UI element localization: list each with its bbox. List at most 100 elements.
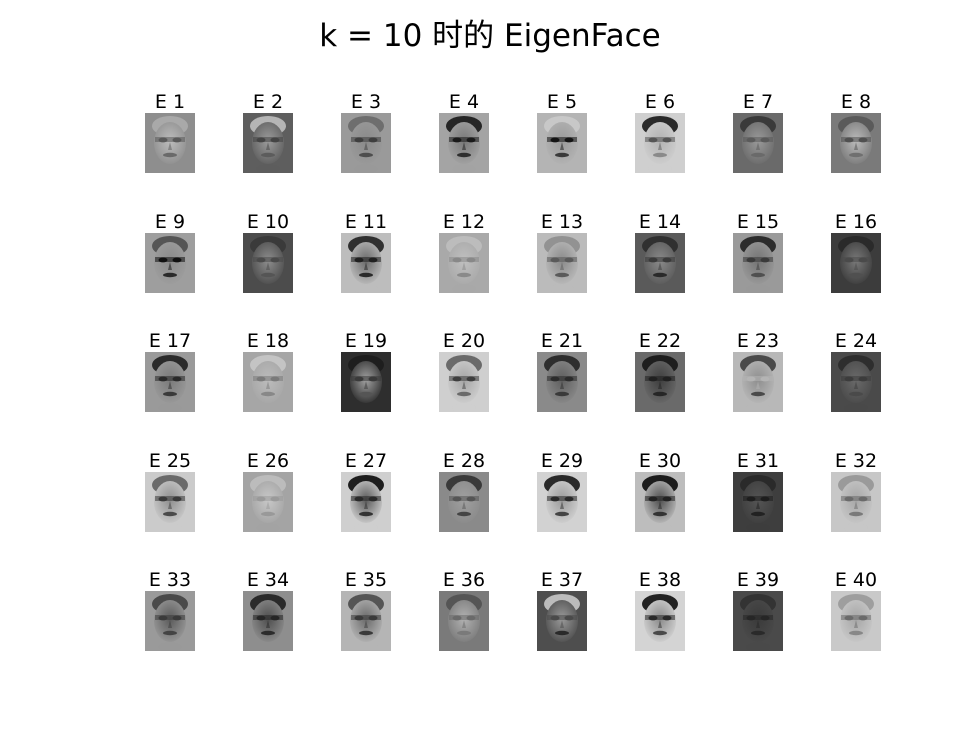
face-neck-shadow — [452, 642, 476, 651]
face-right-eye — [466, 137, 476, 143]
face-mouth — [555, 511, 569, 517]
face-neck-shadow — [844, 284, 868, 293]
face-nose — [560, 381, 564, 389]
face-brow-band — [841, 137, 871, 142]
eigenface-cell: E 39 — [709, 569, 807, 653]
face-mouth — [457, 152, 471, 158]
face-right-eye — [760, 137, 770, 143]
face-brow-band — [449, 257, 479, 262]
face-left-eye — [746, 257, 756, 263]
face-nose — [658, 262, 662, 270]
face-mouth — [555, 391, 569, 397]
eigenface-label: E 14 — [638, 211, 682, 233]
eigenface-image — [537, 352, 587, 412]
face-left-eye — [844, 137, 854, 143]
face-mouth — [555, 272, 569, 278]
eigenface-image — [831, 233, 881, 293]
eigenface-cell: E 34 — [219, 569, 317, 653]
face-right-eye — [368, 137, 378, 143]
face-left-eye — [550, 615, 560, 621]
face-mouth — [751, 511, 765, 517]
eigenface-cell: E 15 — [709, 211, 807, 295]
eigenface-image — [145, 591, 195, 651]
eigenface-cell: E 7 — [709, 91, 807, 175]
face-nose — [756, 142, 760, 150]
face-right-eye — [564, 257, 574, 263]
eigenface-cell: E 27 — [317, 450, 415, 534]
face-neck-shadow — [158, 164, 182, 173]
face-left-eye — [648, 615, 658, 621]
eigenface-cell: E 4 — [415, 91, 513, 175]
face-brow-band — [449, 615, 479, 620]
face-neck-shadow — [844, 523, 868, 532]
eigenface-image — [733, 352, 783, 412]
face-right-eye — [270, 137, 280, 143]
face-nose — [462, 142, 466, 150]
eigenface-image — [145, 233, 195, 293]
face-brow-band — [253, 137, 283, 142]
eigenface-cell: E 24 — [807, 330, 905, 414]
face-right-eye — [368, 376, 378, 382]
face-right-eye — [368, 496, 378, 502]
face-left-eye — [256, 257, 266, 263]
face-right-eye — [760, 615, 770, 621]
face-nose — [168, 142, 172, 150]
face-neck-shadow — [256, 284, 280, 293]
face-left-eye — [354, 376, 364, 382]
face-brow-band — [645, 496, 675, 501]
face-nose — [266, 501, 270, 509]
eigenface-image — [439, 591, 489, 651]
eigenface-cell: E 25 — [121, 450, 219, 534]
eigenface-label: E 17 — [148, 330, 192, 352]
eigenface-label: E 22 — [638, 330, 682, 352]
face-neck-shadow — [550, 642, 574, 651]
face-nose — [560, 501, 564, 509]
face-right-eye — [662, 496, 672, 502]
face-right-eye — [662, 257, 672, 263]
face-nose — [462, 381, 466, 389]
eigenface-label: E 21 — [540, 330, 584, 352]
eigenface-cell: E 36 — [415, 569, 513, 653]
face-mouth — [653, 272, 667, 278]
eigenface-image — [635, 591, 685, 651]
eigenface-label: E 4 — [448, 91, 480, 113]
face-brow-band — [351, 137, 381, 142]
face-brow-band — [253, 615, 283, 620]
eigenface-label: E 37 — [540, 569, 584, 591]
face-right-eye — [858, 257, 868, 263]
face-left-eye — [256, 496, 266, 502]
eigenface-label: E 16 — [834, 211, 878, 233]
face-mouth — [751, 630, 765, 636]
face-left-eye — [452, 496, 462, 502]
face-mouth — [457, 391, 471, 397]
face-right-eye — [760, 496, 770, 502]
face-neck-shadow — [550, 164, 574, 173]
eigenface-image — [635, 352, 685, 412]
face-brow-band — [155, 615, 185, 620]
face-brow-band — [645, 615, 675, 620]
face-brow-band — [155, 257, 185, 262]
face-left-eye — [354, 496, 364, 502]
face-left-eye — [158, 615, 168, 621]
eigenface-cell: E 35 — [317, 569, 415, 653]
eigenface-label: E 6 — [644, 91, 676, 113]
face-nose — [364, 620, 368, 628]
eigenface-cell: E 10 — [219, 211, 317, 295]
face-nose — [658, 620, 662, 628]
face-right-eye — [172, 257, 182, 263]
face-right-eye — [172, 137, 182, 143]
face-left-eye — [550, 496, 560, 502]
face-mouth — [261, 391, 275, 397]
eigenface-image — [831, 591, 881, 651]
face-left-eye — [746, 615, 756, 621]
face-nose — [168, 501, 172, 509]
face-right-eye — [270, 376, 280, 382]
face-mouth — [163, 511, 177, 517]
face-neck-shadow — [844, 164, 868, 173]
face-right-eye — [564, 137, 574, 143]
face-left-eye — [452, 376, 462, 382]
face-mouth — [359, 272, 373, 278]
face-left-eye — [550, 137, 560, 143]
